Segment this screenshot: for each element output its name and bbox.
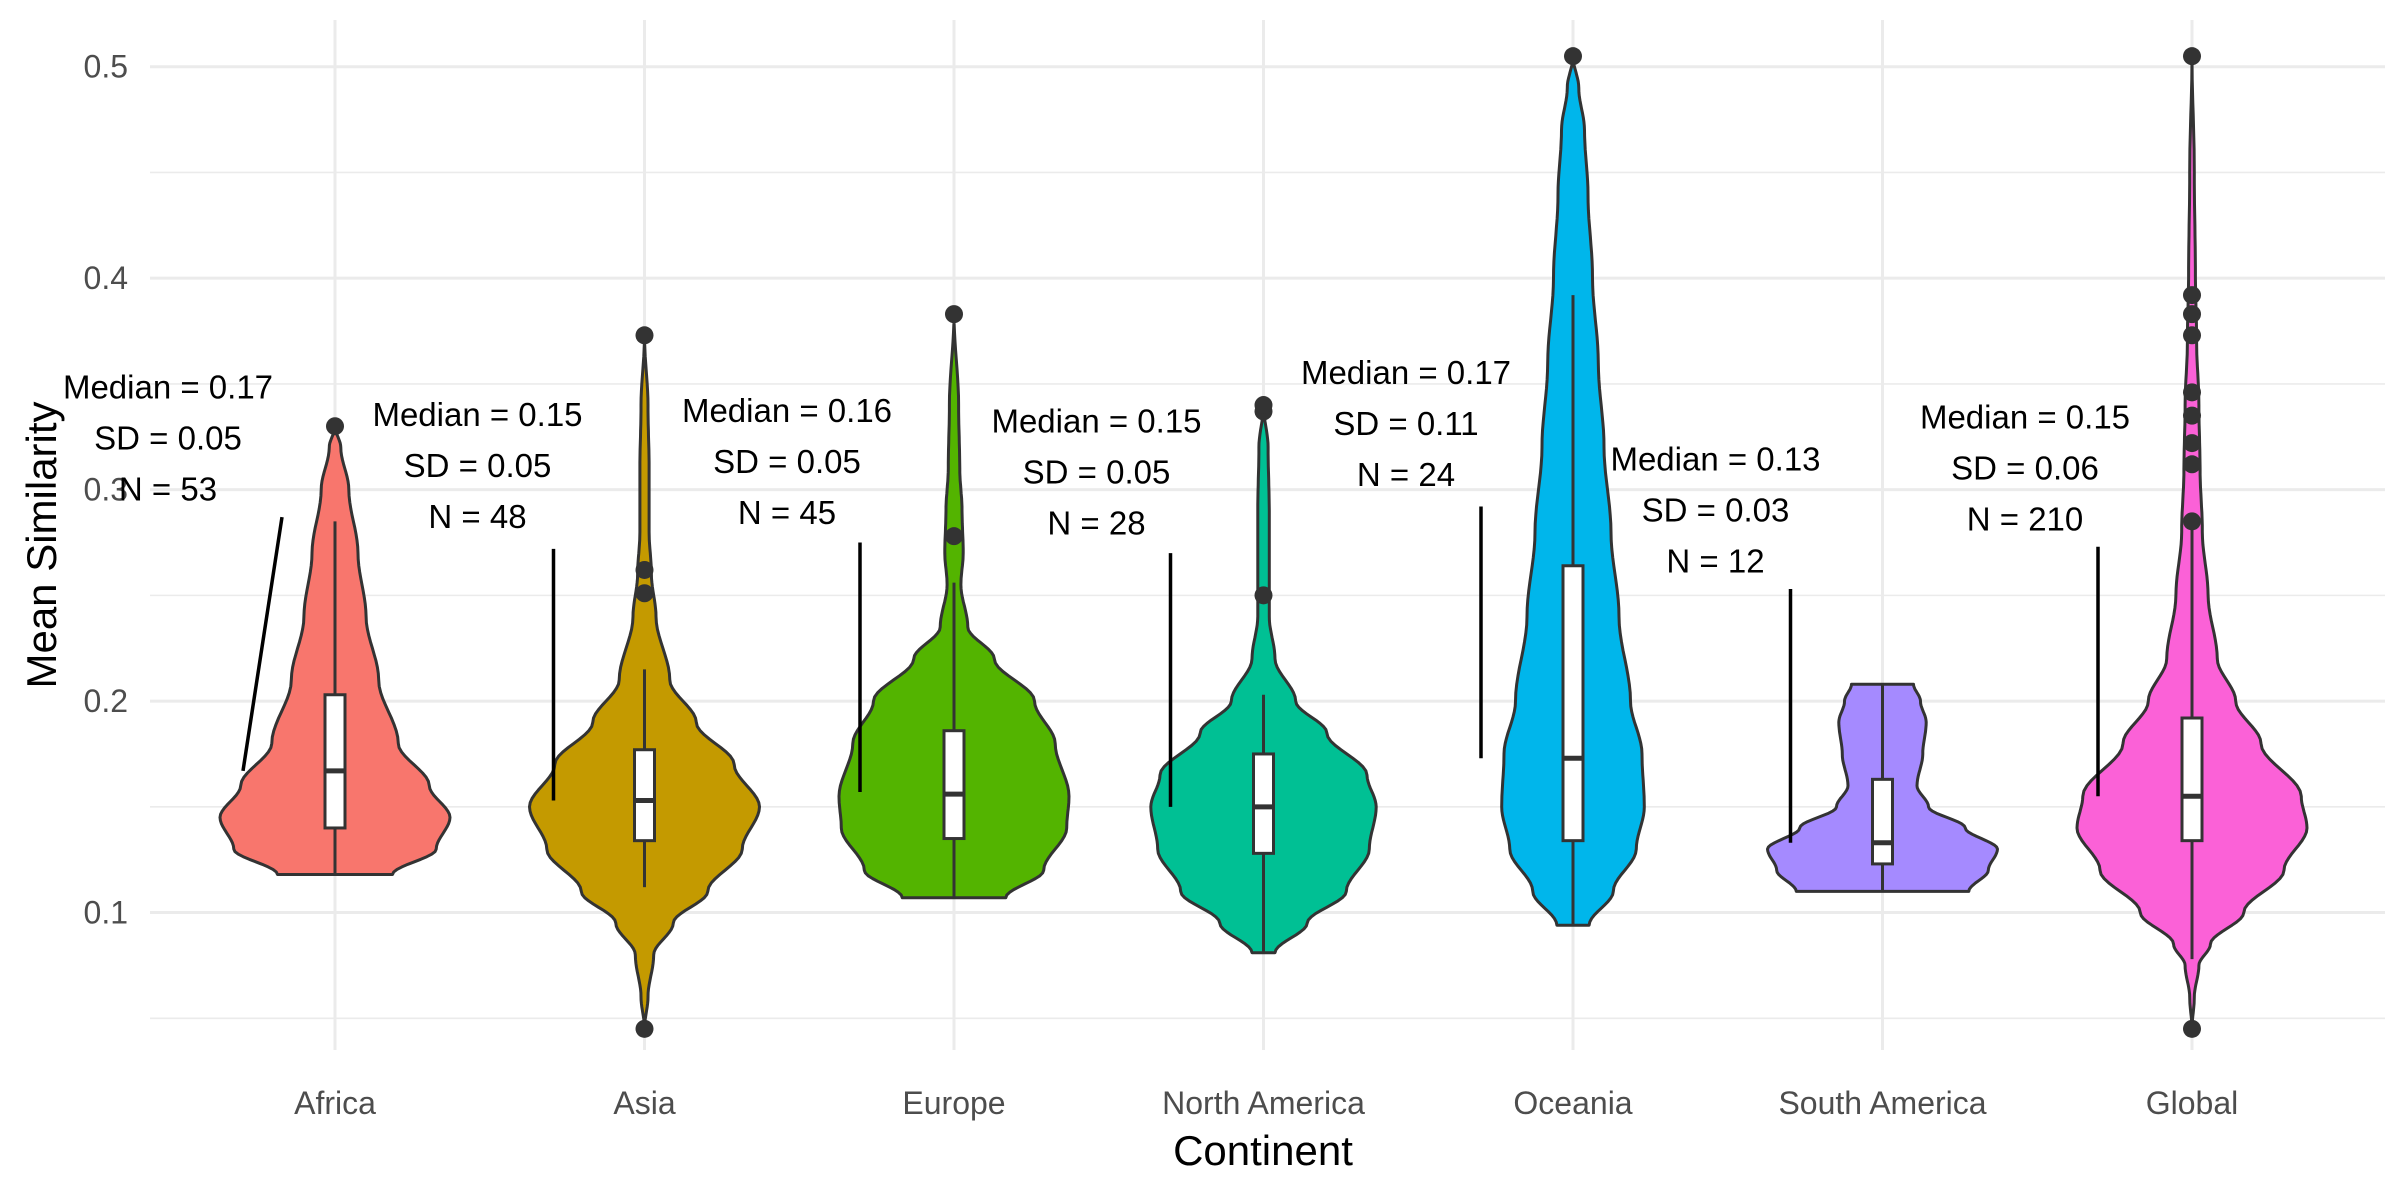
outlier-point <box>2183 286 2201 305</box>
x-tick-label: Africa <box>294 1085 376 1121</box>
x-tick-label: Europe <box>902 1085 1005 1121</box>
x-tick-label: North America <box>1162 1085 1365 1121</box>
annotation-text: Median = 0.15 <box>372 396 582 433</box>
box-iqr <box>323 693 347 830</box>
box-iqr <box>1871 777 1894 866</box>
outlier-point <box>2183 383 2201 402</box>
outlier-point <box>635 1019 654 1038</box>
violin-oceania <box>1500 47 1646 927</box>
outlier-point <box>635 584 654 603</box>
annotation-text: N = 24 <box>1357 456 1455 493</box>
box-iqr <box>1561 564 1585 843</box>
annotation-text: SD = 0.05 <box>94 420 242 457</box>
annotation-text: Median = 0.17 <box>1301 354 1511 391</box>
violin-south-america <box>1766 682 1999 893</box>
annotation-text: N = 12 <box>1666 543 1764 580</box>
annotation-text: Median = 0.15 <box>1920 398 2130 435</box>
annotation-text: SD = 0.11 <box>1333 405 1478 442</box>
annotation-text: Median = 0.15 <box>991 403 1201 440</box>
violin-africa <box>218 417 452 876</box>
x-tick-labels: Africa Asia Europe North America Oceania Sout… <box>294 1085 2238 1121</box>
outlier-point <box>2183 406 2201 425</box>
outlier-point <box>326 417 344 436</box>
box-iqr <box>942 729 966 841</box>
violin-europe <box>837 305 1071 900</box>
annotation-text: SD = 0.05 <box>404 447 552 484</box>
annotation-south-america: Median = 0.13 SD = 0.03 N = 12 <box>1610 441 1821 843</box>
annotation-leader-line <box>241 516 284 772</box>
violin-north-america <box>1149 396 1378 955</box>
annotation-text: N = 28 <box>1047 505 1145 542</box>
box-iqr <box>1252 752 1275 855</box>
x-axis-title: Continent <box>1173 1127 1353 1174</box>
outlier-point <box>945 527 963 546</box>
y-tick-label: 0.3 <box>84 472 128 508</box>
x-tick-label: Oceania <box>1513 1085 1632 1121</box>
annotation-asia: Median = 0.15 SD = 0.05 N = 48 <box>372 396 583 801</box>
annotation-text: N = 48 <box>428 498 526 535</box>
annotation-text: SD = 0.03 <box>1642 492 1790 529</box>
outlier-point <box>1254 586 1273 605</box>
outlier-point <box>1254 396 1273 415</box>
outlier-point <box>945 305 963 324</box>
y-tick-label: 0.2 <box>84 683 128 719</box>
annotation-text: SD = 0.05 <box>1023 454 1171 491</box>
y-axis-title: Mean Similarity <box>18 401 65 688</box>
outlier-point <box>2183 47 2201 66</box>
violins <box>218 47 2309 1038</box>
annotation-text: Median = 0.13 <box>1610 441 1820 478</box>
outlier-point <box>2183 305 2201 324</box>
y-tick-label: 0.1 <box>84 895 128 931</box>
annotation-europe: Median = 0.16 SD = 0.05 N = 45 <box>682 392 892 793</box>
annotation-text: SD = 0.05 <box>713 443 861 480</box>
violin-global <box>2075 47 2309 1038</box>
outlier-point <box>2183 326 2201 345</box>
outlier-point <box>635 560 654 579</box>
box-iqr <box>2180 716 2204 843</box>
annotation-text: N = 53 <box>119 471 217 508</box>
annotation-text: Median = 0.16 <box>682 392 892 429</box>
annotation-global: Median = 0.15 SD = 0.06 N = 210 <box>1920 398 2130 797</box>
annotation-oceania: Median = 0.17 SD = 0.11 N = 24 <box>1301 354 1511 759</box>
annotation-text: Median = 0.17 <box>63 369 273 406</box>
box-iqr <box>633 748 656 843</box>
x-tick-label: Asia <box>613 1085 675 1121</box>
x-tick-label: Global <box>2146 1085 2239 1121</box>
outlier-point <box>635 326 654 345</box>
x-tick-label: South America <box>1778 1085 1986 1121</box>
annotation-africa: Median = 0.17 SD = 0.05 N = 53 <box>63 369 284 772</box>
annotation-text: N = 210 <box>1967 500 2084 537</box>
outlier-point <box>2183 1019 2201 1038</box>
violin-asia <box>528 326 761 1038</box>
y-tick-labels: 0.1 0.2 0.3 0.4 0.5 <box>84 49 128 931</box>
annotation-text: SD = 0.06 <box>1951 449 2099 486</box>
annotation-north-america: Median = 0.15 SD = 0.05 N = 28 <box>991 403 1202 807</box>
outlier-point <box>2183 434 2201 453</box>
outlier-point <box>2183 512 2201 531</box>
y-tick-label: 0.4 <box>84 260 128 296</box>
annotation-text: N = 45 <box>738 494 836 531</box>
y-tick-label: 0.5 <box>84 49 128 85</box>
outlier-point <box>2183 455 2201 474</box>
outlier-point <box>1564 47 1582 66</box>
